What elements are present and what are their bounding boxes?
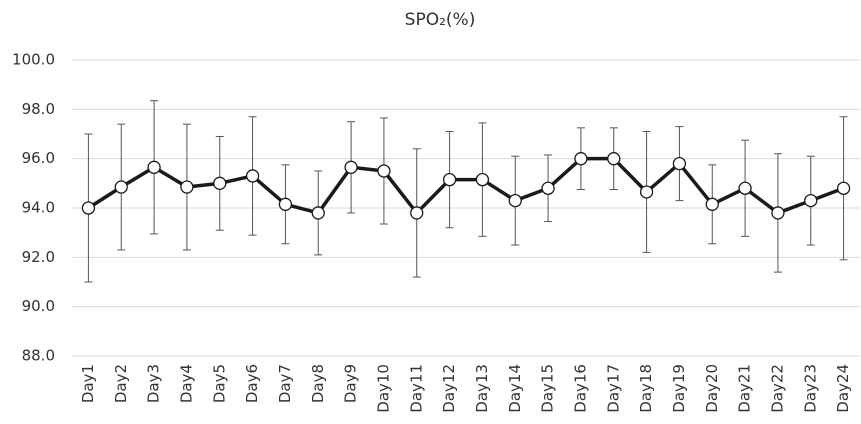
y-tick-label: 96.0 (22, 149, 55, 167)
data-point (278, 197, 293, 211)
x-tick-label: Day12 (440, 364, 458, 413)
x-tick-label: Day5 (210, 364, 228, 403)
x-tick-label: Day13 (473, 364, 491, 413)
data-point (442, 172, 457, 187)
data-point (81, 201, 96, 215)
data-point (311, 206, 325, 220)
y-tick-label: 90.0 (22, 297, 55, 315)
x-tick-label: Day20 (703, 364, 721, 413)
x-tick-label: Day21 (736, 364, 754, 413)
data-point (705, 197, 719, 211)
data-point (672, 156, 687, 171)
x-tick-label: Day16 (571, 364, 589, 413)
x-tick-label: Day11 (407, 364, 425, 413)
x-tick-label: Day9 (342, 364, 360, 403)
data-point (114, 180, 128, 194)
data-point (639, 185, 654, 199)
x-tick-label: Day24 (834, 364, 852, 413)
x-tick-label: Day15 (539, 364, 557, 413)
data-point (475, 172, 490, 187)
x-tick-label: Day7 (276, 364, 294, 403)
x-tick-label: Day10 (374, 364, 392, 413)
y-tick-label: 98.0 (22, 100, 55, 118)
x-tick-label: Day19 (670, 364, 688, 413)
data-point (147, 160, 161, 174)
data-point (804, 193, 818, 208)
data-point (213, 176, 227, 190)
data-point (574, 152, 588, 166)
chart-title: SPO₂(%) (405, 10, 476, 30)
data-line (87, 156, 845, 215)
x-tick-label: Day2 (112, 364, 130, 403)
x-tick-label: Day1 (79, 364, 97, 403)
x-tick-label: Day4 (177, 364, 195, 403)
data-point (410, 206, 424, 220)
y-tick-label: 92.0 (22, 248, 55, 266)
data-point (836, 181, 851, 195)
data-point (771, 206, 785, 220)
x-tick-label: Day8 (309, 364, 327, 403)
x-tick-label: Day18 (637, 364, 655, 413)
x-tick-label: Day23 (801, 364, 819, 413)
x-tick-label: Day17 (604, 364, 622, 413)
y-tick-label: 100.0 (12, 51, 55, 69)
data-point (541, 181, 555, 195)
data-point (377, 164, 391, 178)
data-point (738, 181, 752, 195)
data-point (180, 180, 194, 194)
data-point (245, 169, 260, 183)
y-tick-label: 94.0 (22, 199, 55, 217)
data-point (607, 152, 621, 166)
data-point (344, 160, 358, 174)
data-point (508, 193, 522, 208)
y-tick-label: 88.0 (22, 347, 55, 365)
x-tick-label: Day3 (145, 364, 163, 403)
x-tick-label: Day14 (506, 364, 524, 413)
x-tick-label: Day22 (768, 364, 786, 413)
x-tick-label: Day6 (243, 364, 261, 403)
